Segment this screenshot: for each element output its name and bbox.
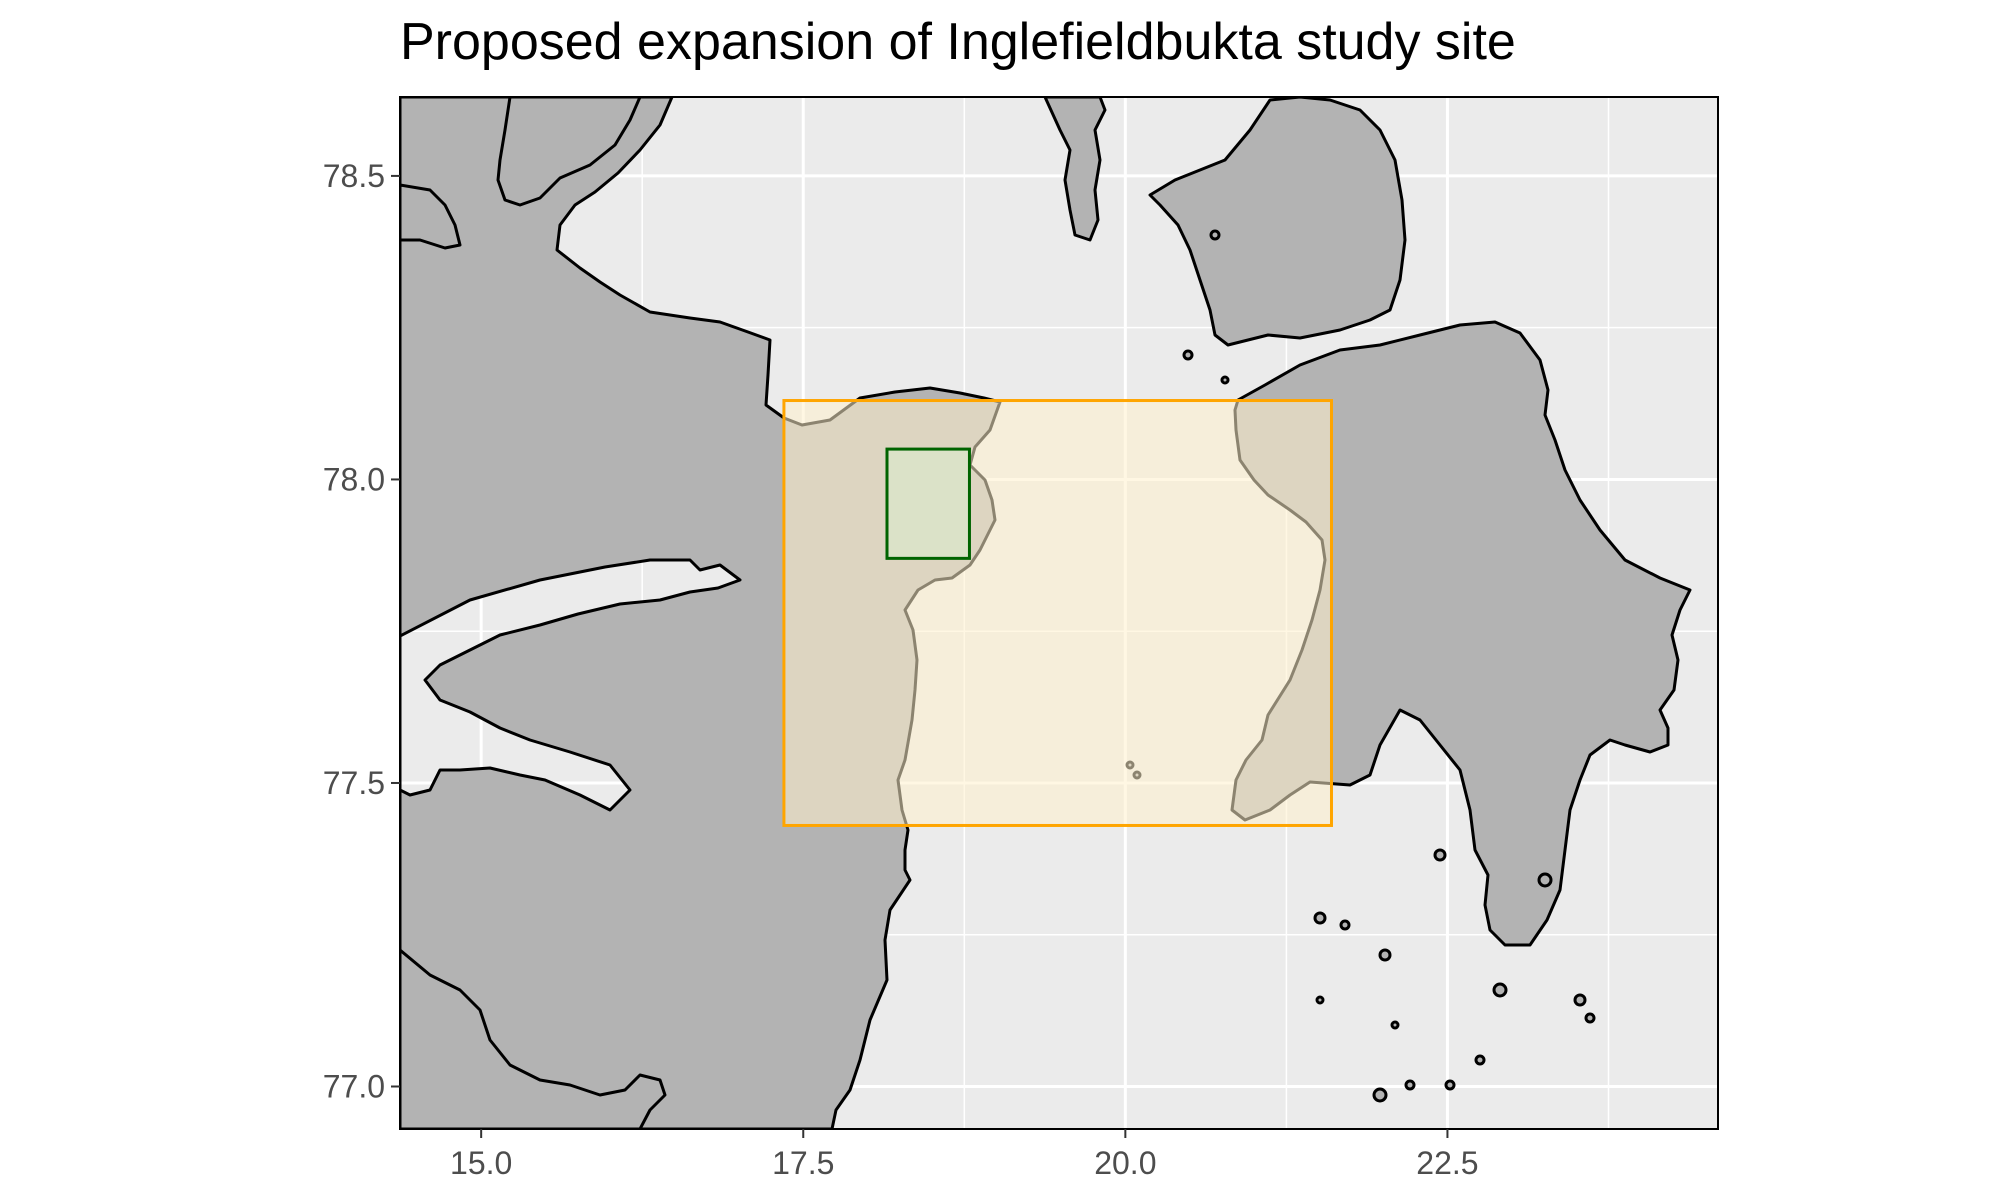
y-tick-label: 78.0 (323, 461, 385, 497)
y-tick-label: 77.0 (323, 1069, 385, 1105)
x-tick-label: 17.5 (772, 1145, 834, 1181)
y-tick-label: 77.5 (323, 765, 385, 801)
y-tick-label: 78.5 (323, 158, 385, 194)
north-edge-land (1043, 97, 1107, 242)
barentsoya-land (1148, 97, 1407, 347)
y-axis: 77.0 77.5 78.0 78.5 (323, 158, 400, 1105)
x-tick-label: 20.0 (1094, 1145, 1156, 1181)
map-title: Proposed expansion of Inglefieldbukta st… (400, 13, 1516, 71)
expansion-box (782, 399, 1333, 827)
x-tick-label: 15.0 (450, 1145, 512, 1181)
northwest-land (496, 97, 642, 207)
panel-border (399, 96, 1719, 1130)
study-site-boxes (782, 399, 1333, 827)
west-coast-land (400, 183, 462, 250)
x-tick-label: 22.5 (1416, 1145, 1478, 1181)
southwest-land (400, 948, 667, 1129)
study-site-box (885, 447, 971, 560)
x-axis: 15.0 17.5 20.0 22.5 (450, 1129, 1479, 1181)
